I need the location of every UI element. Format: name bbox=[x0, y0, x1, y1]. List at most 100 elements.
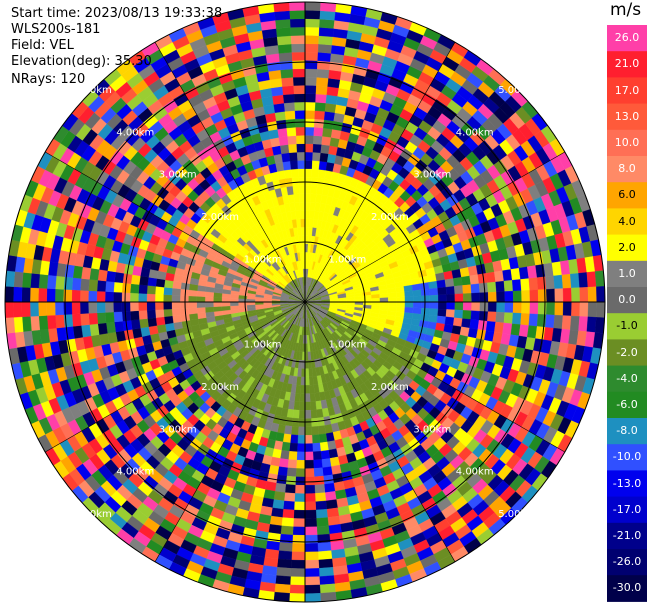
velocity-gate bbox=[554, 301, 564, 316]
velocity-gate bbox=[38, 273, 49, 289]
velocity-gate bbox=[396, 291, 406, 298]
velocity-gate bbox=[304, 193, 311, 203]
velocity-gate bbox=[304, 226, 310, 236]
velocity-gate bbox=[521, 290, 531, 303]
velocity-gate bbox=[121, 282, 132, 293]
velocity-gate bbox=[188, 301, 197, 309]
velocity-gate bbox=[316, 517, 329, 527]
velocity-gate bbox=[280, 144, 290, 154]
velocity-gate bbox=[293, 401, 300, 411]
velocity-gate bbox=[282, 160, 292, 171]
velocity-gate bbox=[295, 118, 306, 128]
velocity-gate bbox=[320, 450, 330, 460]
velocity-gate bbox=[296, 143, 306, 153]
velocity-gate bbox=[304, 201, 311, 211]
velocity-gate bbox=[312, 442, 321, 452]
range-label: 5.00km bbox=[498, 509, 536, 520]
velocity-gate bbox=[13, 271, 24, 288]
velocity-gate bbox=[502, 269, 513, 282]
velocity-gate bbox=[38, 315, 49, 331]
velocity-gate bbox=[290, 426, 299, 436]
velocity-gate bbox=[315, 93, 327, 104]
velocity-gate bbox=[276, 35, 292, 46]
range-label: 5.00km bbox=[74, 509, 112, 520]
velocity-gate bbox=[304, 568, 320, 578]
velocity-gate bbox=[319, 152, 329, 163]
velocity-gate bbox=[304, 160, 313, 169]
velocity-gate bbox=[46, 301, 56, 316]
velocity-gate bbox=[445, 286, 455, 295]
range-label: 3.00km bbox=[413, 170, 451, 181]
velocity-gate bbox=[528, 277, 539, 291]
velocity-gate bbox=[304, 501, 317, 511]
velocity-gate bbox=[299, 193, 306, 203]
velocity-gate bbox=[504, 301, 514, 314]
velocity-gate bbox=[379, 293, 389, 299]
velocity-gate bbox=[520, 313, 530, 326]
velocity-gate bbox=[311, 168, 320, 178]
velocity-gate bbox=[388, 297, 397, 303]
velocity-gate bbox=[180, 288, 190, 297]
velocity-gate bbox=[213, 301, 222, 307]
velocity-gate bbox=[146, 293, 156, 303]
velocity-gate bbox=[462, 310, 472, 320]
velocity-gate bbox=[275, 575, 291, 586]
velocity-gate bbox=[287, 459, 297, 469]
velocity-gate bbox=[221, 297, 231, 303]
velocity-gate bbox=[579, 287, 589, 303]
velocity-gate bbox=[204, 301, 214, 308]
velocity-gate bbox=[304, 143, 314, 153]
velocity-gate bbox=[88, 301, 98, 314]
velocity-gate bbox=[304, 93, 317, 103]
velocity-gate bbox=[304, 135, 314, 145]
velocity-gate bbox=[155, 316, 166, 326]
velocity-gate bbox=[304, 426, 313, 436]
velocity-gate bbox=[304, 401, 311, 411]
velocity-gate bbox=[503, 312, 514, 324]
velocity-gate bbox=[290, 160, 299, 170]
velocity-gate bbox=[299, 393, 306, 403]
velocity-gate bbox=[179, 295, 189, 303]
velocity-gate bbox=[462, 301, 472, 311]
velocity-gate bbox=[71, 301, 81, 315]
velocity-gate bbox=[546, 301, 556, 316]
velocity-gate bbox=[304, 543, 319, 553]
velocity-gate bbox=[139, 275, 149, 286]
velocity-gate bbox=[379, 301, 389, 307]
velocity-gate bbox=[304, 385, 310, 394]
velocity-gate bbox=[293, 85, 306, 95]
velocity-gate bbox=[155, 286, 165, 295]
velocity-gate bbox=[300, 210, 306, 219]
velocity-gate bbox=[30, 315, 40, 331]
velocity-gate bbox=[487, 311, 497, 323]
velocity-gate bbox=[104, 301, 114, 313]
velocity-gate bbox=[299, 201, 306, 211]
velocity-gate bbox=[89, 267, 100, 281]
velocity-gate bbox=[13, 316, 24, 333]
velocity-gate bbox=[496, 291, 506, 303]
velocity-gate bbox=[310, 401, 317, 411]
velocity-gate bbox=[403, 284, 413, 292]
velocity-gate bbox=[304, 168, 313, 178]
velocity-gate bbox=[300, 226, 306, 236]
velocity-gate bbox=[46, 314, 57, 330]
velocity-gate bbox=[308, 368, 313, 378]
velocity-gate bbox=[80, 278, 90, 291]
velocity-gate bbox=[289, 442, 298, 452]
velocity-gate bbox=[88, 279, 98, 292]
velocity-gate bbox=[304, 376, 310, 386]
velocity-gate bbox=[304, 559, 320, 569]
velocity-gate bbox=[317, 43, 333, 54]
velocity-gate bbox=[310, 193, 317, 203]
velocity-gate bbox=[314, 110, 326, 120]
velocity-gate bbox=[304, 218, 310, 228]
velocity-gate bbox=[89, 323, 100, 337]
velocity-gate bbox=[290, 434, 299, 444]
velocity-gate bbox=[379, 297, 389, 303]
velocity-gate bbox=[520, 278, 530, 291]
velocity-gate bbox=[282, 433, 292, 444]
colorbar-tick-label: 8.0 bbox=[618, 162, 636, 176]
velocity-gate bbox=[436, 315, 447, 325]
velocity-gate bbox=[485, 321, 496, 333]
velocity-gate bbox=[570, 315, 580, 331]
